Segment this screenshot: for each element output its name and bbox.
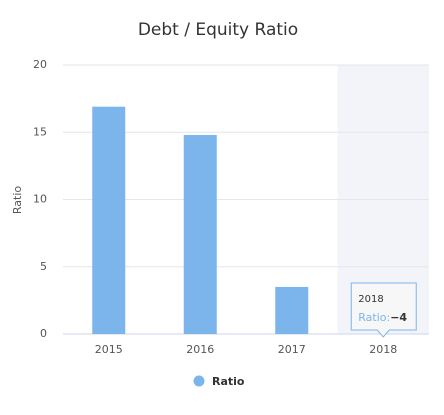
tooltip-label: Ratio:−4 — [358, 311, 407, 324]
y-tick-label: 10 — [33, 193, 47, 206]
y-tick-label: 5 — [40, 260, 47, 273]
y-tick-label: 0 — [40, 327, 47, 340]
y-axis-label: Ratio — [11, 186, 24, 215]
bar — [275, 286, 309, 334]
y-tick-label: 20 — [33, 58, 47, 71]
x-tick-label: 2015 — [95, 343, 123, 356]
x-tick-label: 2017 — [278, 343, 306, 356]
tooltip-series: Ratio: — [358, 311, 390, 324]
bar — [92, 106, 126, 334]
tooltip-box — [350, 282, 417, 338]
tooltip-title: 2018 — [358, 294, 383, 305]
x-tick-label: 2016 — [186, 343, 214, 356]
bars — [92, 106, 309, 334]
tooltip-value: −4 — [390, 311, 407, 324]
bar — [183, 134, 217, 334]
legend-marker — [193, 375, 205, 387]
y-tick-label: 15 — [33, 125, 47, 138]
legend-label[interactable]: Ratio — [212, 375, 245, 388]
chart-title: Debt / Equity Ratio — [138, 20, 298, 40]
x-tick-label: 2018 — [369, 343, 397, 356]
